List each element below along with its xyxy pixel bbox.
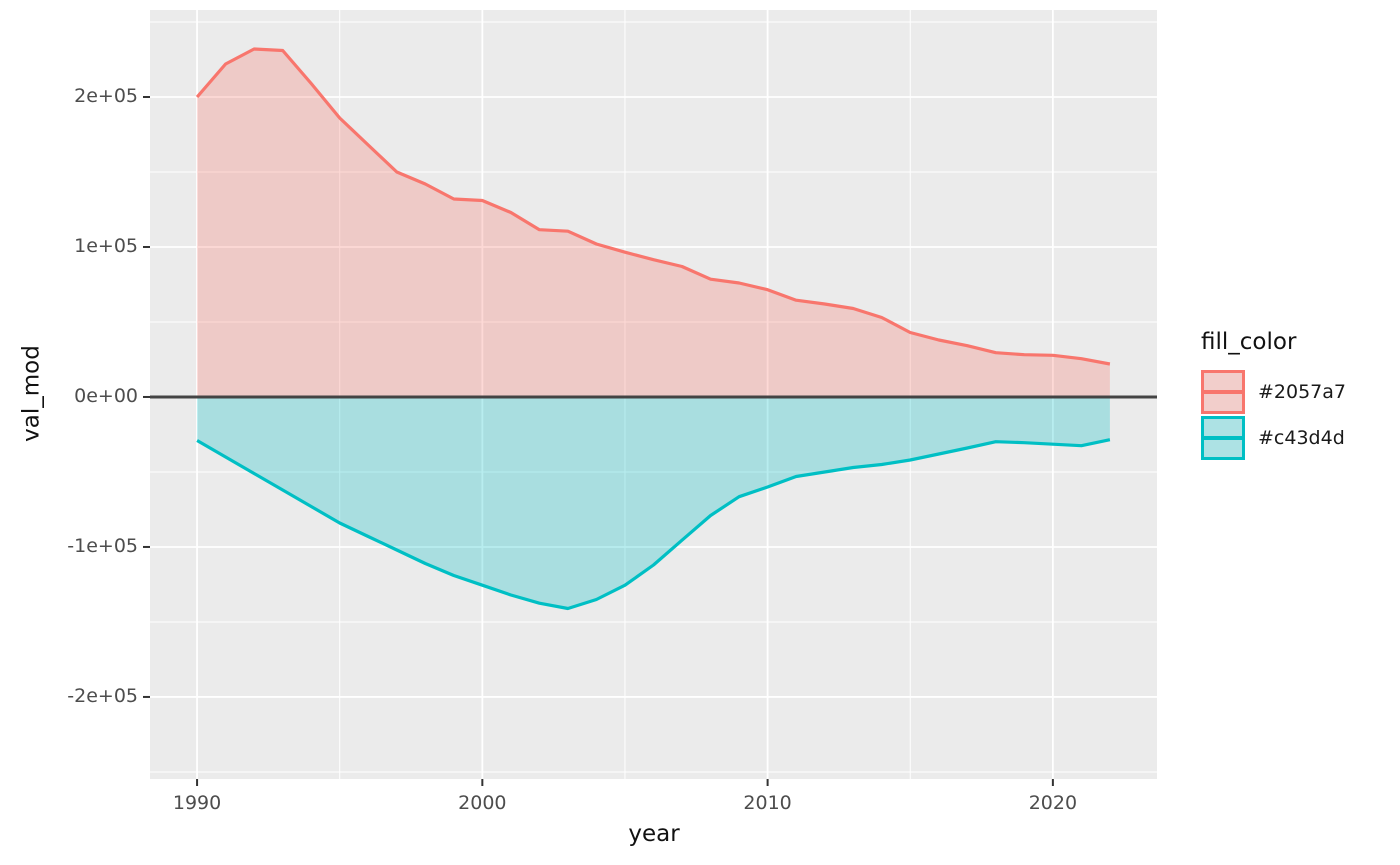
series-line-0 <box>195 47 1111 366</box>
legend-key-teal-swatch <box>1201 416 1245 460</box>
y-tick-label: -2e+05 <box>67 684 138 707</box>
x-tick-label: 2020 <box>1028 792 1078 814</box>
y-tick-label: 0e+00 <box>74 384 138 407</box>
y-tick-label: 1e+05 <box>74 234 138 257</box>
legend-item-label: #2057a7 <box>1258 381 1347 403</box>
series-area-0 <box>197 49 1110 397</box>
legend-key-line <box>1204 436 1242 440</box>
legend-item: #c43d4d <box>1201 416 1346 460</box>
x-axis-title: year <box>628 821 680 847</box>
legend-title: fill_color <box>1201 329 1297 355</box>
legend-items: #2057a7 #c43d4d <box>1201 370 1346 460</box>
legend-item-label: #c43d4d <box>1258 427 1345 449</box>
y-axis-title: val_mod <box>18 345 45 442</box>
y-tick-label: -1e+05 <box>67 534 138 557</box>
y-tick-label: 2e+05 <box>74 84 138 107</box>
legend-key-red-swatch <box>1201 370 1245 414</box>
legend: fill_color #2057a7 #c43d4d <box>1201 329 1346 462</box>
series-area-1 <box>197 397 1110 609</box>
x-tick-label: 2010 <box>743 792 792 814</box>
x-tick-label: 1990 <box>172 792 222 814</box>
legend-key-line <box>1204 390 1242 394</box>
plot-panel <box>150 10 1157 779</box>
legend-item: #2057a7 <box>1201 370 1346 414</box>
series-line-1 <box>196 438 1111 611</box>
x-tick-label: 2000 <box>458 792 507 814</box>
